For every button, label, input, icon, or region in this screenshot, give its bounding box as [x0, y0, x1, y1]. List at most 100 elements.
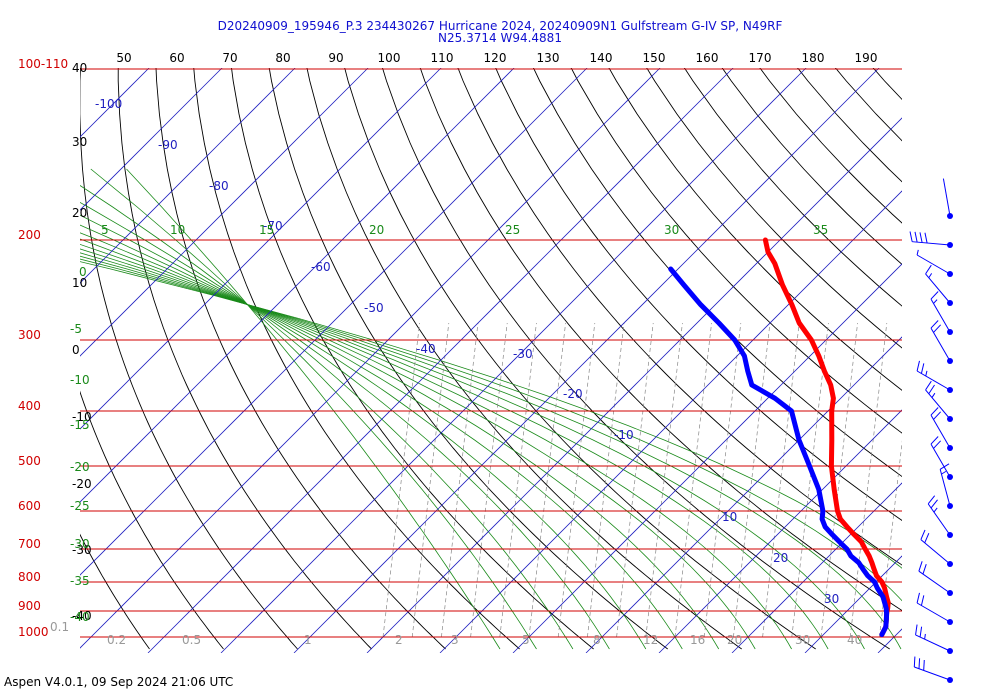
moist-adiabat	[80, 202, 610, 650]
wind-barb	[927, 495, 953, 538]
pressure-label: 300	[18, 328, 41, 342]
temp-f-label: 120	[484, 51, 507, 65]
mixing-ratio-label: 12	[643, 633, 658, 647]
pressure-label: 900	[18, 599, 41, 613]
temp-c-label: 20	[72, 206, 87, 220]
title-line-1: D20240909_195946_P.3 234430267 Hurricane…	[217, 19, 783, 33]
isotherm-label: -10	[614, 428, 634, 442]
wind-barb-staff	[916, 370, 951, 391]
isotherm-label: -100	[95, 97, 122, 111]
temp-c-label: 30	[72, 135, 87, 149]
temp-c-label: -40	[72, 609, 92, 623]
isotherm-label: -60	[311, 260, 331, 274]
dry-adiabat	[80, 390, 224, 650]
mixing-ratio-label: 20	[727, 633, 742, 647]
wind-barb	[930, 291, 953, 335]
wind-barb-flag	[930, 291, 939, 300]
wind-barb-flag	[927, 495, 936, 505]
pressure-label: 1000	[18, 625, 49, 639]
temp-f-label: 70	[222, 51, 237, 65]
dry-adiabat	[231, 68, 594, 650]
wind-barb-staff	[925, 389, 951, 420]
moist-adiabat-label: -5	[70, 322, 82, 336]
dry-adiabat	[80, 68, 298, 650]
isotherm-label: -20	[563, 387, 583, 401]
dry-adiabat	[306, 68, 742, 650]
moist-adiabat-label: -10	[70, 373, 90, 387]
wind-barb-staff	[916, 254, 951, 275]
dry-adiabat	[193, 68, 520, 650]
temp-f-label: 80	[275, 51, 290, 65]
isotherm-label: 10	[722, 510, 737, 524]
isotherm-label: 20	[773, 551, 788, 565]
mixing-ratio-line	[470, 322, 508, 638]
wind-barb-flag	[925, 380, 932, 391]
dry-adiabat	[608, 68, 902, 391]
wind-barb	[939, 463, 953, 509]
wind-barb-flag	[918, 561, 923, 572]
wind-barb-flag	[920, 529, 926, 540]
wind-barb	[925, 264, 953, 306]
wind-barb-flag	[920, 595, 925, 606]
mixing-ratio-line	[557, 322, 596, 638]
wind-barb-staff	[914, 666, 951, 681]
moist-adiabat	[80, 258, 902, 602]
mixing-ratio-line	[645, 322, 683, 638]
dry-adiabat	[872, 68, 902, 101]
wind-barb-flag	[930, 436, 939, 445]
wind-barb-staff	[912, 241, 951, 246]
moist-adiabat-label: -35	[70, 574, 90, 588]
title-line-2: N25.3714 W94.4881	[438, 31, 562, 45]
moist-adiabat-label: -15	[70, 418, 90, 432]
dry-adiabat	[344, 68, 816, 650]
wind-barb-half-flag	[928, 273, 933, 278]
wind-barb-flag	[915, 624, 918, 636]
wind-barb-flag	[922, 564, 927, 575]
isotherm-line	[80, 68, 296, 284]
moist-adiabat	[90, 168, 537, 650]
wind-barb-staff	[925, 273, 951, 304]
isotherm-line	[658, 409, 902, 653]
dry-adiabat-label: 25	[505, 223, 520, 237]
temp-f-label: 140	[590, 51, 613, 65]
mixing-ratio-line	[849, 322, 888, 638]
wind-barb-flag	[914, 231, 918, 243]
mixing-ratio-label: 0.5	[182, 633, 201, 647]
isotherm-label: 30	[824, 592, 839, 606]
temp-f-label: 150	[643, 51, 666, 65]
dry-adiabat	[382, 68, 890, 650]
moist-adiabat	[80, 243, 792, 650]
isotherm-line	[220, 68, 807, 653]
temp-f-label: 60	[169, 51, 184, 65]
mixing-ratio-line	[791, 322, 829, 638]
mixing-ratio-line	[411, 322, 450, 638]
isotherm-line	[366, 117, 902, 653]
wind-barb	[916, 249, 953, 277]
mixing-ratio-label: 30	[795, 633, 810, 647]
moist-adiabat	[80, 184, 574, 650]
wind-barb	[930, 436, 953, 480]
isotherm-line	[512, 263, 902, 653]
wind-barb	[916, 592, 953, 625]
wind-barb-flag	[924, 232, 928, 244]
wind-barb	[930, 407, 953, 451]
isotherm-line	[293, 68, 880, 653]
dry-adiabat-label: 10	[170, 223, 185, 237]
mixing-ratio-line	[528, 322, 566, 638]
temp-f-label: 170	[749, 51, 772, 65]
wind-barb-staff	[942, 178, 951, 217]
temp-f-label: 160	[696, 51, 719, 65]
pressure-label: 400	[18, 399, 41, 413]
mixing-ratio-label: 2	[395, 633, 403, 647]
dry-adiabat	[888, 43, 1000, 649]
temp-c-label: 40	[72, 61, 87, 75]
isotherm-label: -70	[263, 219, 283, 233]
pressure-label-top: 100-110	[18, 57, 68, 71]
wind-barb-flag	[939, 463, 950, 470]
mixing-ratio-line	[674, 322, 712, 638]
wind-barb	[930, 320, 953, 364]
isotherm-line	[585, 336, 902, 653]
pressure-label: 600	[18, 499, 41, 513]
